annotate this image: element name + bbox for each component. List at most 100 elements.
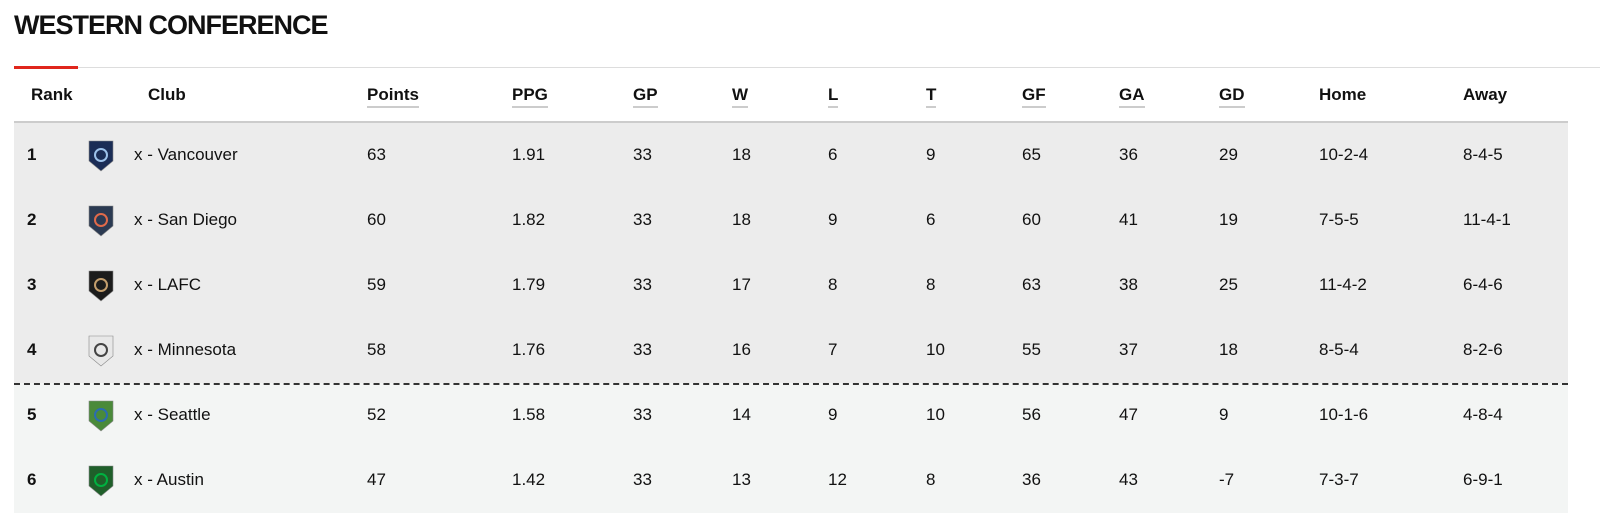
club-logo <box>88 140 114 172</box>
rank: 2 <box>27 210 37 229</box>
stat-value: 12 <box>828 470 847 489</box>
stat-value: 1.82 <box>512 210 546 229</box>
stat-value: 47 <box>1119 405 1138 424</box>
stat-value: 7 <box>828 340 838 359</box>
stat-value: 8-4-5 <box>1463 145 1503 164</box>
stat-value: 10 <box>926 340 945 359</box>
stat-value: 29 <box>1219 145 1238 164</box>
stat-value: 9 <box>828 405 838 424</box>
stat-value: 9 <box>926 145 936 164</box>
active-tab-indicator <box>14 66 78 69</box>
rank: 5 <box>27 405 37 424</box>
stat-value: 9 <box>828 210 838 229</box>
stat-value: 9 <box>1219 405 1229 424</box>
stat-value: 33 <box>633 210 652 229</box>
stat-value: 56 <box>1022 405 1041 424</box>
stat-value: 11-4-1 <box>1463 210 1511 229</box>
stat-value: 36 <box>1119 145 1138 164</box>
stat-value: 7-5-5 <box>1319 210 1359 229</box>
stat-value: 52 <box>367 405 386 424</box>
stat-value: 1.79 <box>512 275 546 294</box>
club-name[interactable]: x - LAFC <box>134 275 202 294</box>
stat-value: 63 <box>367 145 386 164</box>
column-header[interactable]: PPG <box>512 85 548 108</box>
stat-value: 8-5-4 <box>1319 340 1359 359</box>
stat-value: 6 <box>926 210 936 229</box>
club-name[interactable]: x - Vancouver <box>134 145 238 164</box>
club-name[interactable]: x - San Diego <box>134 210 237 229</box>
club-name[interactable]: x - Seattle <box>134 405 211 424</box>
stat-value: 25 <box>1219 275 1238 294</box>
stat-value: 6 <box>828 145 838 164</box>
stat-value: -7 <box>1219 470 1235 489</box>
column-header[interactable]: L <box>828 85 839 108</box>
column-header[interactable]: GA <box>1119 85 1145 108</box>
club-logo <box>88 205 114 237</box>
stat-value: 1.91 <box>512 145 546 164</box>
column-header[interactable]: Points <box>367 85 419 108</box>
club-logo <box>88 335 114 367</box>
stat-value: 55 <box>1022 340 1041 359</box>
column-header[interactable]: GD <box>1219 85 1245 108</box>
stat-value: 8 <box>926 470 936 489</box>
stat-value: 60 <box>1022 210 1041 229</box>
table-row: 1 x - Vancouver 63 1.91 33 18 6 9 65 36 29 10-2-4 8-… <box>14 123 1568 188</box>
stat-value: 10-1-6 <box>1319 405 1369 424</box>
stat-value: 33 <box>633 145 652 164</box>
divider <box>14 67 1600 68</box>
stat-value: 63 <box>1022 275 1041 294</box>
table-row: 6 x - Austin 47 1.42 33 13 12 8 36 43 -7 7-3-7 6-9-1 <box>14 448 1568 513</box>
stat-value: 6-9-1 <box>1463 470 1503 489</box>
column-header: Club <box>148 85 186 104</box>
title: WESTERN CONFERENCE <box>14 10 329 40</box>
stat-value: 1.42 <box>512 470 546 489</box>
stat-value: 38 <box>1119 275 1138 294</box>
stat-value: 17 <box>732 275 751 294</box>
stat-value: 43 <box>1119 470 1138 489</box>
column-header[interactable]: GP <box>633 85 658 108</box>
stat-value: 33 <box>633 470 652 489</box>
stat-value: 4-8-4 <box>1463 405 1503 424</box>
table-row: 5 x - Seattle 52 1.58 33 14 9 10 56 47 9 10-1-6 4-8-… <box>14 383 1568 448</box>
standings-table: Rank Club Points PPG GP W L T GF GA GD Home Away 1 x … <box>14 68 1568 530</box>
stat-value: 58 <box>367 340 386 359</box>
rank: 3 <box>27 275 37 294</box>
stat-value: 33 <box>633 340 652 359</box>
column-header[interactable]: W <box>732 85 749 108</box>
stat-value: 1.58 <box>512 405 546 424</box>
stat-value: 18 <box>732 145 751 164</box>
stat-value: 1.76 <box>512 340 546 359</box>
table-row: 2 x - San Diego 60 1.82 33 18 9 6 60 41 19 7-5-5 11-… <box>14 188 1568 253</box>
stat-value: 65 <box>1022 145 1041 164</box>
stat-value: 33 <box>633 275 652 294</box>
stat-value: 8 <box>926 275 936 294</box>
stat-value: 7-3-7 <box>1319 470 1359 489</box>
stat-value: 10-2-4 <box>1319 145 1369 164</box>
club-name[interactable]: x - Austin <box>134 470 204 489</box>
column-header[interactable]: T <box>926 85 937 108</box>
stat-value: 11-4-2 <box>1319 275 1367 294</box>
column-header: Rank <box>31 85 73 104</box>
club-logo <box>88 400 114 432</box>
stat-value: 59 <box>367 275 386 294</box>
stat-value: 37 <box>1119 340 1138 359</box>
column-header: Away <box>1463 85 1508 104</box>
table-header: Rank Club Points PPG GP W L T GF GA GD Home Away <box>14 68 1568 123</box>
stat-value: 18 <box>1219 340 1238 359</box>
stat-value: 8 <box>828 275 838 294</box>
stat-value: 14 <box>732 405 751 424</box>
stat-value: 47 <box>367 470 386 489</box>
stat-value: 18 <box>732 210 751 229</box>
stat-value: 41 <box>1119 210 1138 229</box>
table-row: 4 x - Minnesota 58 1.76 33 16 7 10 55 37 18 8-5-4 8-… <box>14 318 1568 383</box>
stat-value: 13 <box>732 470 751 489</box>
stat-value: 16 <box>732 340 751 359</box>
club-logo <box>88 465 114 497</box>
column-header[interactable]: GF <box>1022 85 1046 108</box>
club-logo <box>88 270 114 302</box>
stat-value: 6-4-6 <box>1463 275 1503 294</box>
club-name[interactable]: x - Minnesota <box>134 340 237 359</box>
rank: 1 <box>27 145 37 164</box>
